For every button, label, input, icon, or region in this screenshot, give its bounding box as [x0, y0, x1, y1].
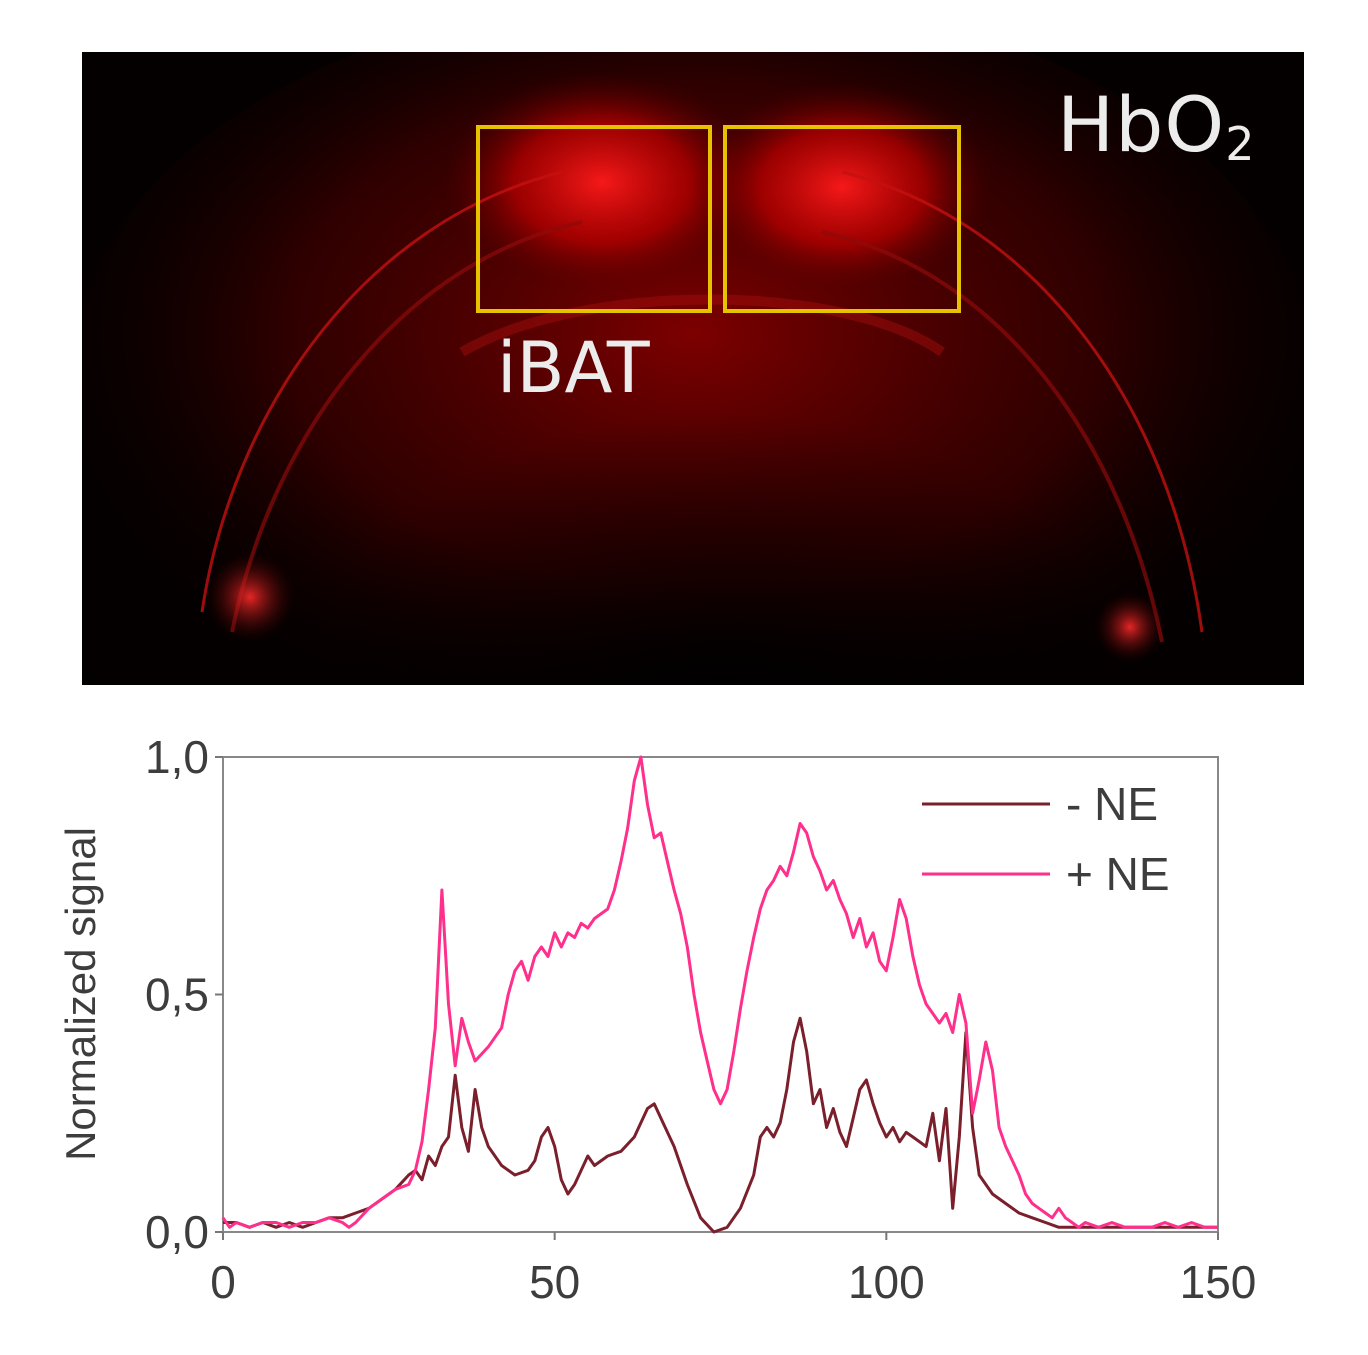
y-axis-label: Normalized signal	[57, 827, 104, 1161]
hbo2-image	[82, 52, 1304, 685]
legend-label: - NE	[1066, 778, 1158, 830]
y-tick-label: 0,5	[145, 969, 209, 1021]
hotspot-right	[692, 82, 992, 292]
inner-contour-right	[821, 230, 1164, 643]
y-tick-label: 0,0	[145, 1206, 209, 1258]
skin-contour-left	[200, 170, 563, 613]
inner-contour-left	[230, 220, 583, 633]
x-tick-label: 0	[210, 1256, 236, 1308]
legend: - NE + NE	[922, 778, 1170, 900]
roi-box-right	[723, 125, 961, 313]
y-axis: 0,0 0,5 1,0	[145, 731, 223, 1258]
x-axis: 0 50 100 150	[210, 1232, 1256, 1308]
skin-contour-right	[841, 170, 1204, 633]
modality-label: HbO2	[1057, 80, 1256, 171]
legend-label: + NE	[1066, 848, 1170, 900]
series-layer	[221, 755, 1218, 1234]
modality-label-text: HbO	[1057, 80, 1226, 169]
roi-label: iBAT	[497, 327, 650, 409]
dark-core	[302, 352, 1142, 685]
roi-box-left	[476, 125, 712, 313]
x-tick-label: 50	[529, 1256, 580, 1308]
hbo2-image-panel: HbO2 iBAT	[82, 52, 1304, 685]
x-tick-label: 100	[848, 1256, 925, 1308]
vessel-spot-right	[1095, 592, 1165, 662]
series-line-minus-ne	[223, 1016, 1218, 1234]
series-line-plus-ne	[221, 755, 1218, 1229]
modality-subscript: 2	[1225, 117, 1256, 172]
y-tick-label: 1,0	[145, 731, 209, 783]
x-tick-label: 150	[1180, 1256, 1257, 1308]
signal-profile-chart: 0 50 100 150 0,0 0,5 1,0 Normalized signal - …	[57, 731, 1256, 1308]
vessel-spot-left	[205, 552, 295, 642]
